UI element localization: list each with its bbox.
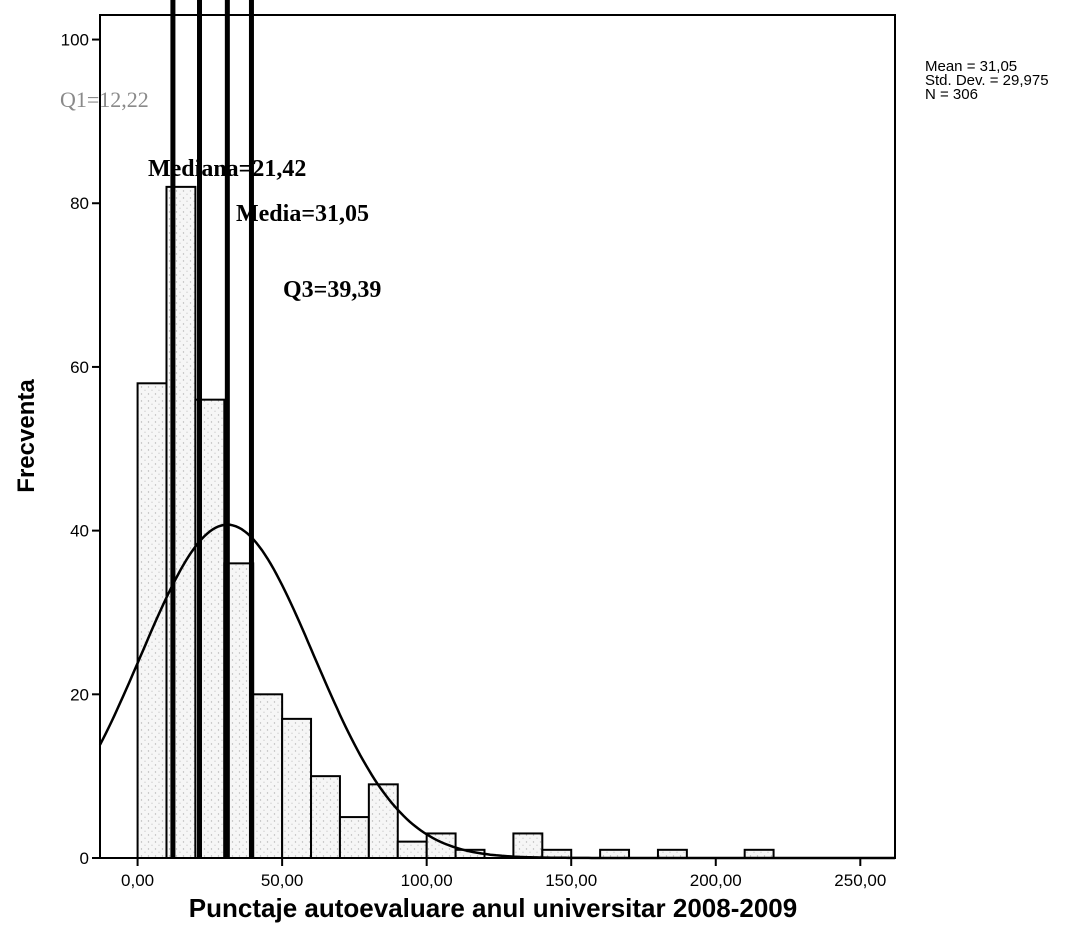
q3-annotation: Q3=39,39 [283,277,381,303]
histogram-bar [512,832,544,859]
q1-annotation: Q1=12,22 [60,87,149,112]
x-tick-label: 250,00 [834,871,886,890]
stats-std-dev: Std. Dev. = 29,975 [925,72,1049,89]
normal-curve [98,523,895,860]
histogram-bar [338,816,370,860]
x-tick-label: 50,00 [261,871,304,890]
stats-mean: Mean = 31,05 [925,58,1018,75]
histogram-bar [252,693,284,859]
reference-line [248,0,254,858]
median-annotation: Mediana=21,42 [148,156,306,182]
y-tick-label: 60 [70,358,89,377]
stats-n: N = 306 [925,86,978,103]
histogram-bar [136,382,168,859]
y-axis-title: Frecventa [13,379,40,493]
plot-frame [99,14,896,859]
y-tick-label: 40 [70,522,89,541]
x-tick-label: 150,00 [545,871,597,890]
y-tick-label: 20 [70,685,89,704]
y-tick-label: 0 [80,849,89,868]
mean-annotation: Media=31,05 [236,201,369,227]
reference-line [170,0,176,858]
histogram-bar [310,775,341,859]
reference-line [224,0,230,858]
y-tick-label: 80 [70,194,89,213]
x-tick-label: 100,00 [401,871,453,890]
x-tick-label: 200,00 [690,871,742,890]
x-axis-title: Punctaje autoevaluare anul universitar 2… [189,893,797,923]
y-tick-label: 100 [61,31,89,50]
histogram-bar [367,783,399,859]
stats-box: Mean = 31,05 Std. Dev. = 29,975 N = 306 [925,58,1049,103]
histogram-bar [396,840,428,859]
x-tick-label: 0,00 [121,871,154,890]
histogram-bar [281,717,313,859]
reference-line [197,0,203,858]
